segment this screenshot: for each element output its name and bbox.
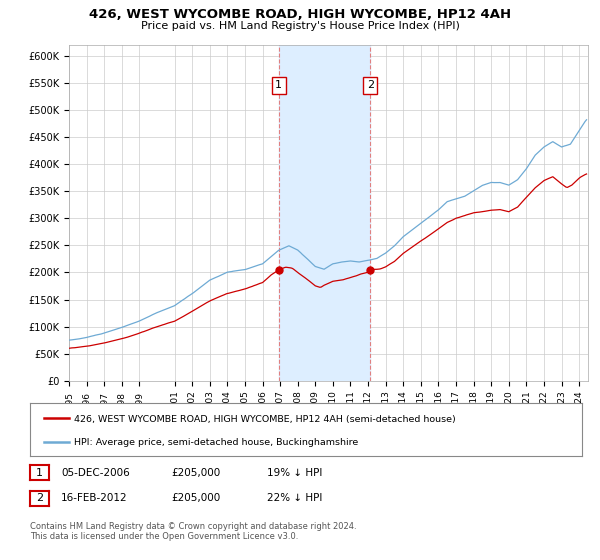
- Text: HPI: Average price, semi-detached house, Buckinghamshire: HPI: Average price, semi-detached house,…: [74, 438, 358, 447]
- Text: 22% ↓ HPI: 22% ↓ HPI: [267, 493, 322, 503]
- Text: 2: 2: [36, 493, 43, 503]
- Text: 2: 2: [367, 81, 374, 91]
- Text: 19% ↓ HPI: 19% ↓ HPI: [267, 468, 322, 478]
- Text: 1: 1: [275, 81, 282, 91]
- Text: 426, WEST WYCOMBE ROAD, HIGH WYCOMBE, HP12 4AH (semi-detached house): 426, WEST WYCOMBE ROAD, HIGH WYCOMBE, HP…: [74, 414, 456, 424]
- Text: Price paid vs. HM Land Registry's House Price Index (HPI): Price paid vs. HM Land Registry's House …: [140, 21, 460, 31]
- Text: 05-DEC-2006: 05-DEC-2006: [61, 468, 130, 478]
- Text: £205,000: £205,000: [171, 468, 220, 478]
- Text: 426, WEST WYCOMBE ROAD, HIGH WYCOMBE, HP12 4AH: 426, WEST WYCOMBE ROAD, HIGH WYCOMBE, HP…: [89, 8, 511, 21]
- Text: Contains HM Land Registry data © Crown copyright and database right 2024.
This d: Contains HM Land Registry data © Crown c…: [30, 522, 356, 542]
- Text: 1: 1: [36, 468, 43, 478]
- Text: 16-FEB-2012: 16-FEB-2012: [61, 493, 128, 503]
- Text: £205,000: £205,000: [171, 493, 220, 503]
- Bar: [279, 45, 370, 381]
